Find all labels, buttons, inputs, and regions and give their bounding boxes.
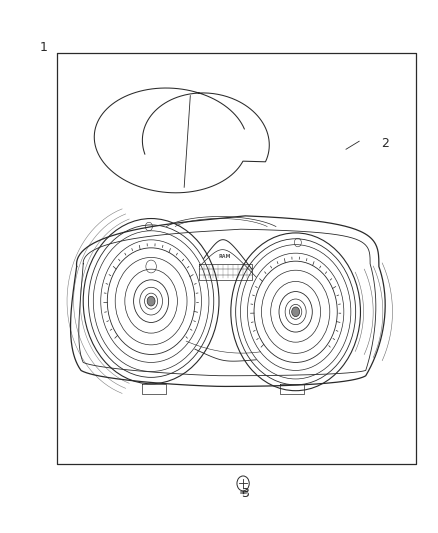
- Circle shape: [292, 307, 300, 317]
- Text: 3: 3: [241, 487, 249, 499]
- Text: RAM: RAM: [219, 254, 231, 260]
- Circle shape: [147, 296, 155, 306]
- Text: 2: 2: [381, 138, 389, 150]
- Text: 1: 1: [40, 42, 48, 54]
